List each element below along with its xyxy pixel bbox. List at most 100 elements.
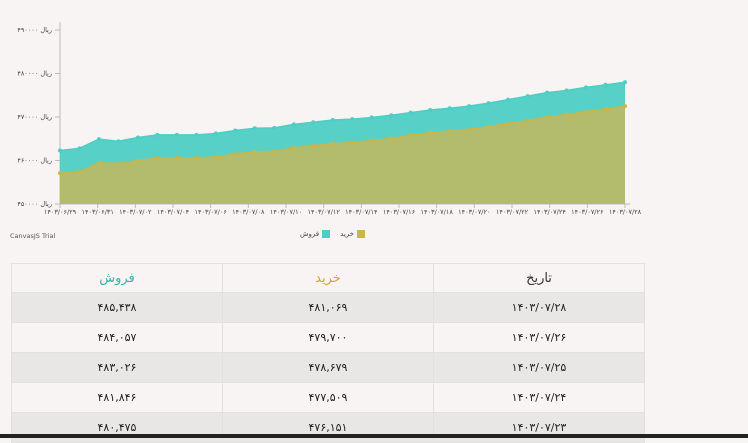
sale-point — [233, 128, 238, 133]
x-tick-label: ۱۴۰۳/۰۶/۳۱ — [82, 208, 114, 216]
buy-point — [623, 104, 627, 109]
sale-point — [194, 132, 199, 137]
buy-point — [564, 112, 569, 117]
buy-point — [155, 155, 160, 160]
y-tick-label: ۴۷۰۰۰۰ ریال — [17, 113, 52, 121]
table-row: ۱۴۰۳/۰۷/۲۳ ۴۷۶,۱۵۱ ۴۸۰,۴۷۵ — [11, 412, 645, 443]
buy-point — [545, 115, 550, 119]
x-tick-label: ۱۴۰۳/۰۷/۲۸ — [609, 208, 642, 216]
buy-area — [60, 106, 625, 204]
x-tick-label: ۱۴۰۳/۰۷/۱۲ — [308, 208, 341, 216]
sale-point — [369, 115, 374, 120]
sale-point — [564, 88, 569, 93]
sale-point — [623, 80, 627, 85]
buy-point — [291, 145, 296, 150]
buy-point — [467, 127, 472, 132]
table-cell: ۴۷۹,۷۰۰ — [222, 322, 434, 353]
sale-point — [545, 90, 550, 95]
x-tick-label: ۱۴۰۳/۰۷/۲۰ — [458, 208, 490, 216]
buy-point — [194, 155, 199, 160]
table-row: ۱۴۰۳/۰۷/۲۸ ۴۸۱,۰۶۹ ۴۸۵,۴۳۸ — [11, 292, 645, 323]
chart-legend: خرید فروش — [300, 230, 365, 238]
x-tick-label: ۱۴۰۳/۰۷/۱۸ — [421, 208, 454, 216]
x-tick-label: ۱۴۰۳/۰۷/۰۴ — [157, 208, 190, 216]
buy-point — [96, 160, 101, 165]
legend-swatch — [356, 230, 365, 238]
price-table: تاریخ خرید فروش ۱۴۰۳/۰۷/۲۸ ۴۸۱,۰۶۹ ۴۸۵,۴۳۸ ۱۴… — [11, 263, 645, 443]
bottom-border — [0, 434, 748, 438]
sale-point — [116, 139, 121, 144]
sale-point — [408, 110, 413, 115]
x-tick-label: ۱۴۰۳/۰۷/۰۶ — [195, 208, 227, 216]
sale-point — [350, 117, 355, 122]
buy-point — [525, 118, 530, 123]
table-cell: ۴۸۰,۴۷۵ — [11, 412, 223, 443]
sale-point — [330, 118, 335, 123]
buy-point — [506, 121, 511, 126]
legend-item-buy[interactable]: خرید — [340, 230, 365, 238]
buy-point — [233, 151, 238, 156]
sale-point — [486, 101, 491, 106]
plot-area: ۴۹۰۰۰۰ ریال ۴۸۰۰۰۰ ریال ۴۷۰۰۰۰ ریال ۴۶۰۰۰۰ … — [17, 22, 642, 216]
y-tick-label: ۴۸۰۰۰۰ ریال — [17, 70, 52, 78]
legend-swatch — [322, 230, 331, 238]
table-cell: ۱۴۰۳/۰۷/۲۸ — [433, 292, 645, 323]
buy-point — [330, 141, 335, 146]
y-tick-label: ۴۵۰۰۰۰ ریال — [17, 200, 52, 208]
buy-point — [77, 169, 82, 174]
table-body: ۱۴۰۳/۰۷/۲۸ ۴۸۱,۰۶۹ ۴۸۵,۴۳۸ ۱۴۰۳/۰۷/۲۶ ۴۷۹,۷۰… — [11, 292, 645, 443]
x-tick-label: ۱۴۰۳/۰۷/۲۶ — [571, 208, 603, 216]
sale-line — [59, 81, 626, 152]
buy-point — [116, 161, 121, 166]
price-table-container: تاریخ خرید فروش ۱۴۰۳/۰۷/۲۸ ۴۸۱,۰۶۹ ۴۸۵,۴۳۸ ۱۴… — [11, 263, 645, 443]
buy-point — [369, 138, 374, 143]
table-cell: ۱۴۰۳/۰۷/۲۳ — [433, 412, 645, 443]
sale-point — [525, 94, 530, 99]
table-cell: ۴۷۷,۵۰۹ — [222, 382, 434, 413]
sale-point — [272, 125, 277, 130]
chart-credit: CanvasJS Trial — [10, 232, 56, 240]
buy-point — [135, 158, 140, 163]
legend-item-sale[interactable]: فروش — [300, 230, 331, 238]
table-cell: ۴۸۵,۴۳۸ — [11, 292, 223, 323]
sale-point — [155, 132, 160, 137]
table-cell: ۴۸۱,۸۴۶ — [11, 382, 223, 413]
legend-label: فروش — [300, 230, 320, 238]
buy-point — [447, 128, 452, 133]
sale-point — [291, 122, 296, 127]
sale-point — [603, 82, 608, 87]
sale-point — [467, 104, 472, 109]
buy-point — [272, 149, 277, 154]
table-cell: ۴۸۴,۰۵۷ — [11, 322, 223, 353]
x-tick-label: ۱۴۰۳/۰۷/۲۲ — [496, 208, 529, 216]
buy-point — [58, 171, 62, 176]
x-tick-label: ۱۴۰۳/۰۷/۱۰ — [270, 208, 302, 216]
column-header: فروش — [11, 263, 223, 293]
sale-point — [584, 85, 589, 90]
table-cell: ۴۷۸,۶۷۹ — [222, 352, 434, 383]
buy-point — [603, 107, 608, 112]
sale-point — [96, 137, 101, 142]
legend-label: خرید — [340, 230, 354, 238]
sale-point — [135, 135, 140, 140]
sale-point — [447, 106, 452, 111]
table-header-row: تاریخ خرید فروش — [11, 263, 645, 293]
table-cell: ۱۴۰۳/۰۷/۲۴ — [433, 382, 645, 413]
y-tick-label: ۴۹۰۰۰۰ ریال — [17, 26, 52, 34]
table-cell: ۴۷۶,۱۵۱ — [222, 412, 434, 443]
sale-point — [58, 148, 62, 153]
buy-point — [584, 109, 589, 114]
x-tick-label: ۱۴۰۳/۰۷/۰۲ — [119, 208, 152, 216]
sale-point — [252, 126, 257, 131]
buy-point — [428, 130, 433, 135]
buy-point — [350, 140, 355, 145]
sale-point — [506, 97, 511, 102]
area-chart: ۴۹۰۰۰۰ ریال ۴۸۰۰۰۰ ریال ۴۷۰۰۰۰ ریال ۴۶۰۰۰۰ … — [17, 22, 642, 216]
x-tick-label: ۱۴۰۳/۰۷/۰۸ — [232, 208, 265, 216]
sale-point — [428, 108, 433, 113]
buy-line — [59, 105, 626, 174]
table-row: ۱۴۰۳/۰۷/۲۵ ۴۷۸,۶۷۹ ۴۸۳,۰۲۶ — [11, 352, 645, 383]
table-cell: ۱۴۰۳/۰۷/۲۶ — [433, 322, 645, 353]
column-header: تاریخ — [433, 263, 645, 293]
buy-point — [213, 155, 218, 160]
